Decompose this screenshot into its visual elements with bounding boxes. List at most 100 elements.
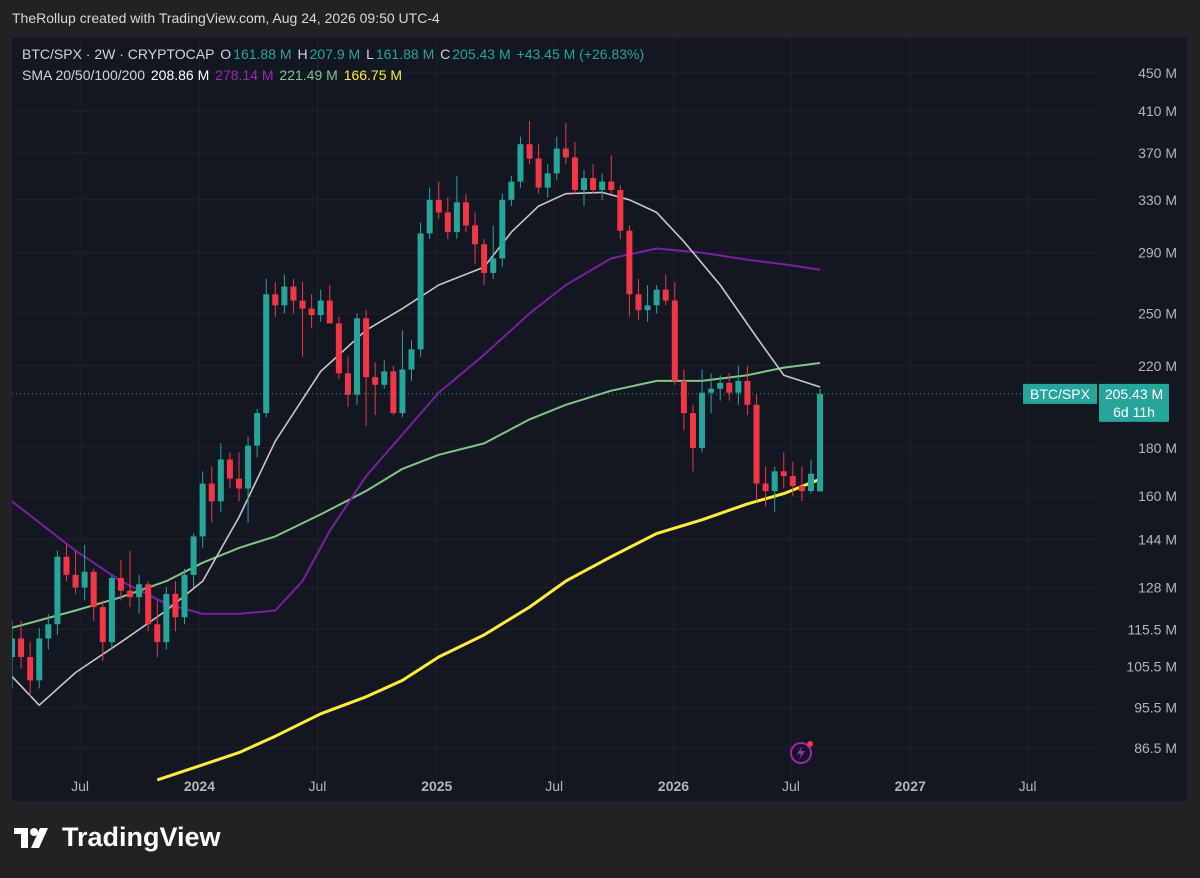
candle — [535, 144, 542, 194]
candle — [562, 123, 569, 165]
candle — [235, 452, 242, 502]
candle — [508, 175, 515, 207]
low-value: 161.88 M — [375, 46, 435, 62]
candle-body — [699, 392, 706, 448]
candle — [789, 461, 796, 497]
candle — [653, 284, 660, 314]
candle-body — [653, 289, 660, 306]
y-tick-label: 220 M — [1138, 358, 1177, 374]
candle-body — [117, 577, 124, 591]
candle-body — [235, 478, 242, 489]
sma20-line — [12, 191, 821, 707]
candle — [299, 281, 306, 357]
candle — [326, 284, 333, 324]
candle — [181, 568, 188, 625]
candle-body — [317, 300, 324, 316]
candle — [680, 369, 687, 431]
sma-label: SMA 20/50/100/200 — [22, 67, 145, 83]
candle — [308, 294, 315, 329]
y-tick-label: 370 M — [1138, 145, 1177, 161]
time-axis: Jul 2024 Jul 2025 Jul 2026 Jul 2027 Jul — [71, 778, 1036, 794]
candle-body — [581, 178, 588, 191]
candle-body — [499, 199, 506, 259]
candle-body — [181, 574, 188, 618]
candle — [363, 310, 370, 426]
y-tick-label: 160 M — [1138, 488, 1177, 504]
sma20-value: 208.86 M — [150, 67, 210, 83]
candle-body — [145, 584, 152, 625]
candle — [462, 193, 469, 233]
y-tick-label: 290 M — [1138, 245, 1177, 261]
candle-body — [571, 157, 578, 191]
candle — [762, 466, 769, 507]
candle — [27, 642, 34, 697]
candle-body — [490, 258, 497, 273]
sma100-value: 221.49 M — [279, 67, 338, 83]
candle — [54, 550, 61, 635]
price-tag-value: 205.43 M 6d 11h — [1099, 383, 1169, 422]
candle-body — [335, 323, 342, 374]
candle — [145, 581, 152, 632]
candle — [544, 164, 551, 198]
candle-body — [27, 657, 34, 681]
candle — [472, 212, 479, 265]
candle-body — [453, 202, 460, 233]
candle — [599, 173, 606, 200]
candle-body — [363, 318, 370, 378]
candle — [689, 404, 696, 472]
y-tick-label: 450 M — [1138, 65, 1177, 81]
candle-body — [390, 371, 397, 414]
candle-body — [245, 445, 252, 489]
price-chart[interactable]: 450 M 410 M 370 M 330 M 290 M 250 M 220 M 180 M… — [12, 38, 1187, 801]
chart-panel[interactable]: 450 M 410 M 370 M 330 M 290 M 250 M 220 M 180 M… — [12, 38, 1187, 801]
candle-body — [472, 225, 479, 245]
candle — [344, 356, 351, 407]
candle — [708, 373, 715, 414]
candle-body — [381, 371, 388, 385]
candle-body — [154, 624, 161, 643]
tradingview-logo[interactable]: TradingView — [14, 822, 221, 853]
candle-body — [717, 382, 724, 389]
candle — [99, 600, 106, 661]
candle — [626, 225, 633, 317]
candle-body — [599, 181, 606, 191]
candle — [553, 136, 560, 181]
x-tick-label: 2026 — [658, 778, 689, 794]
candle — [290, 278, 297, 314]
candle — [426, 187, 433, 239]
candle — [608, 155, 615, 194]
candle-body — [399, 369, 406, 414]
price-tag-bg — [1099, 383, 1169, 422]
candle — [317, 289, 324, 322]
candle-body — [308, 308, 315, 316]
candle — [281, 274, 288, 314]
sma200-value: 166.75 M — [343, 67, 403, 83]
candle-body — [408, 349, 415, 370]
candle-body — [708, 388, 715, 393]
candle — [226, 452, 233, 489]
candle — [217, 443, 224, 512]
candle — [771, 466, 778, 512]
candle-body — [54, 556, 61, 625]
candle-body — [435, 199, 442, 213]
candle — [671, 281, 678, 385]
candle-body — [662, 289, 669, 301]
x-tick-label: Jul — [545, 778, 563, 794]
candle — [798, 466, 805, 502]
y-tick-label: 128 M — [1138, 579, 1177, 595]
lightning-icon[interactable] — [789, 739, 817, 767]
candle — [381, 360, 388, 389]
sma50-line — [12, 247, 821, 615]
candle-body — [190, 536, 197, 575]
candle-body — [299, 300, 306, 309]
candle-body — [344, 373, 351, 395]
candle — [717, 375, 724, 401]
candle-body — [562, 148, 569, 158]
candle — [18, 620, 25, 669]
y-tick-label: 250 M — [1138, 305, 1177, 321]
candles — [12, 121, 824, 697]
candle-body — [608, 181, 615, 191]
candle-body — [726, 382, 733, 393]
candle — [807, 459, 814, 494]
candle — [12, 620, 15, 689]
